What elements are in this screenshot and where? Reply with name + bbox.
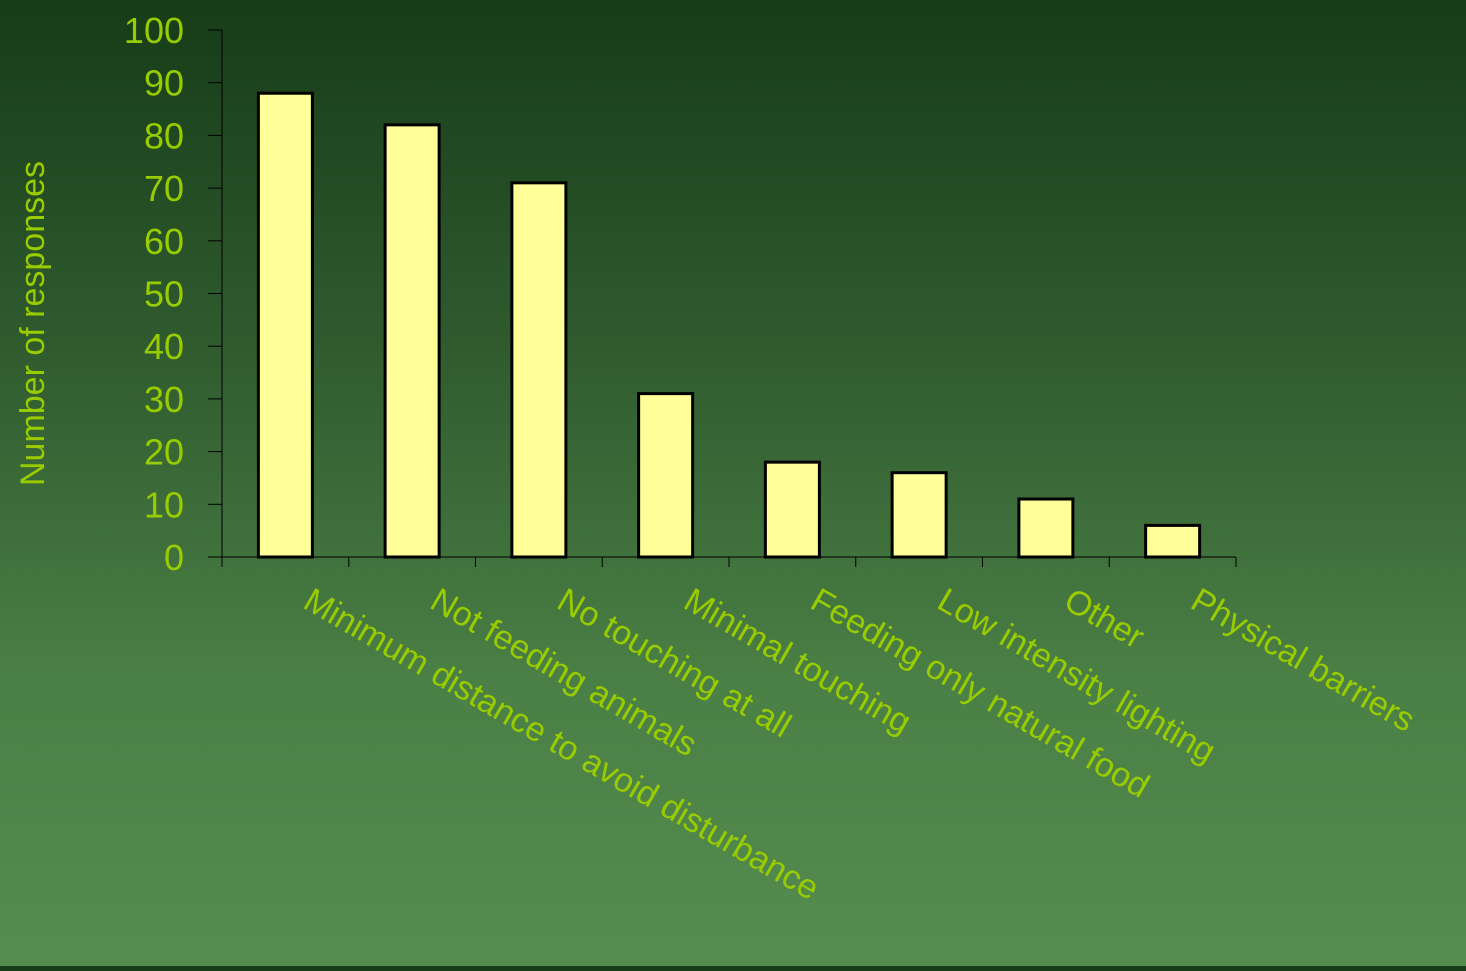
y-tick-label: 0 [164,537,184,578]
bar [1017,497,1075,559]
y-tick-label: 60 [144,221,184,262]
bar [383,123,441,559]
y-tick-label: 30 [144,379,184,420]
bar [256,91,314,559]
bar [890,471,948,559]
y-tick-label: 90 [144,63,184,104]
bar [637,392,695,559]
y-tick-label: 10 [144,484,184,525]
y-tick-label: 80 [144,115,184,156]
bar [763,460,821,559]
y-tick-label: 50 [144,274,184,315]
x-tick-label: Other [1058,581,1151,656]
y-axis-label: Number of responses [14,161,52,486]
x-tick-label: Physical barriers [1185,581,1422,740]
y-tick-label: 40 [144,326,184,367]
y-tick-label: 20 [144,432,184,473]
y-tick-label: 70 [144,168,184,209]
x-tick-label: Minimal touching [678,581,918,741]
y-tick-label: 100 [124,10,184,51]
bar [1144,523,1202,559]
bar [510,181,568,559]
